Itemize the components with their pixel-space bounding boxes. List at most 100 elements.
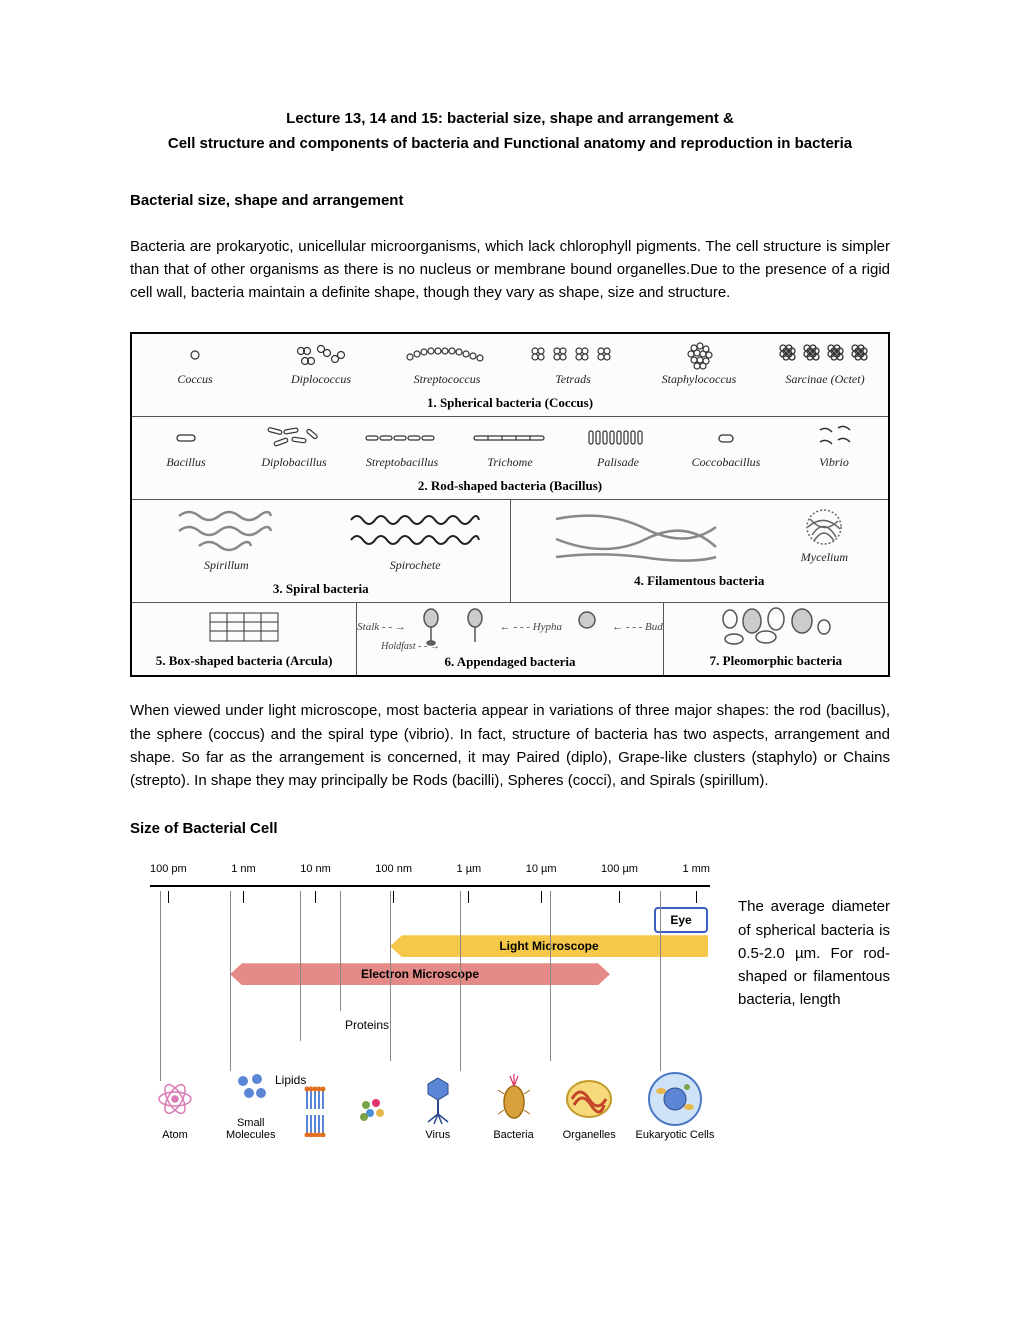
palisade-cell: Palisade [564,417,672,472]
bacteria-label: Bacteria [479,1129,549,1141]
spirillum-cell: Spirillum [132,500,321,575]
trichome-cell: Trichome [456,417,564,472]
coccus-cell: Coccus [132,334,258,389]
coccobacillus-icon [674,423,778,453]
row4-pleo-title: 7. Pleomorphic bacteria [664,651,888,674]
tick-label-1: 1 nm [231,863,255,875]
size-scale-figure: 100 pm 1 nm 10 nm 100 nm 1 µm 10 µm 100 … [130,863,730,1143]
organelles-label: Organelles [554,1129,624,1141]
virus-label: Virus [403,1129,473,1141]
coccus-icon [134,340,256,370]
sarcinae-cell: Sarcinae (Octet) [762,334,888,389]
filament-cell [511,503,761,567]
section2-heading: Size of Bacterial Cell [130,820,890,837]
staphylococcus-icon [638,340,760,370]
row4-box-title: 5. Box-shaped bacteria (Arcula) [132,651,356,674]
side-paragraph: The average diameter of spherical bacter… [738,863,890,1011]
bud-label: ← - - - Bud [612,621,663,633]
streptococcus-icon [386,340,508,370]
streptobacillus-icon [350,423,454,453]
lecture-title-line1: Lecture 13, 14 and 15: bacterial size, s… [130,110,890,127]
diplobacillus-icon [242,423,346,453]
diplococcus-cell: Diplococcus [258,334,384,389]
lecture-title-line2: Cell structure and components of bacteri… [130,133,890,156]
diplobacillus-label: Diplobacillus [242,455,346,470]
palisade-icon [566,423,670,453]
trichome-label: Trichome [458,455,562,470]
pleomorphic-icon [664,603,888,651]
atom-item: Atom [140,1069,210,1141]
diplococcus-icon [260,340,382,370]
virus-item: Virus [403,1069,473,1141]
virus-icon [403,1069,473,1129]
paragraph2: When viewed under light microscope, most… [130,699,890,792]
organelles-icon [554,1069,624,1129]
bacteria-icon [479,1069,549,1129]
hypha-label: ← - - - Hypha [500,621,562,633]
tetrads-icon [512,340,634,370]
molecules-item: Small Molecules [216,1057,286,1141]
staphylococcus-label: Staphylococcus [638,372,760,387]
coccus-label: Coccus [134,372,256,387]
sarcinae-icon [764,340,886,370]
bacterial-shapes-diagram: Coccus Diplococcus [130,332,890,677]
atom-label: Atom [140,1129,210,1141]
stalk-label: Stalk - - → [357,621,406,633]
document-page: Lecture 13, 14 and 15: bacterial size, s… [0,0,1020,1320]
filament-icon [513,509,759,565]
trichome-icon [458,423,562,453]
tick-label-6: 100 µm [601,863,638,875]
diplobacillus-cell: Diplobacillus [240,417,348,472]
bacteria-item: Bacteria [479,1069,549,1141]
tetrads-cell: Tetrads [510,334,636,389]
spirochete-cell: Spirochete [321,500,510,575]
tick-label-4: 1 µm [457,863,482,875]
mycelium-label: Mycelium [763,550,886,565]
spirochete-icon [323,506,508,556]
row1-title: 1. Spherical bacteria (Coccus) [132,393,888,416]
vibrio-label: Vibrio [782,455,886,470]
holdfast-label: Holdfast - - → [357,641,663,652]
section1-paragraph: Bacteria are prokaryotic, unicellular mi… [130,235,890,305]
tick-label-7: 1 mm [682,863,710,875]
bacillus-label: Bacillus [134,455,238,470]
lipids-icon [291,1081,341,1141]
streptococcus-cell: Streptococcus [384,334,510,389]
row2-title: 2. Rod-shaped bacteria (Bacillus) [132,476,888,499]
eye-range: Eye [654,907,708,933]
sarcinae-label: Sarcinae (Octet) [764,372,886,387]
spirillum-label: Spirillum [134,558,319,573]
row3-left-title: 3. Spiral bacteria [132,579,510,602]
bacillus-cell: Bacillus [132,417,240,472]
tick-label-3: 100 nm [375,863,412,875]
eukaryotic-icon [630,1069,720,1129]
mycelium-cell: Mycelium [761,500,888,567]
tick-label-5: 10 µm [526,863,557,875]
atom-icon [140,1069,210,1129]
eukaryotic-label: Eukaryotic Cells [630,1129,720,1141]
electron-microscope-range: Electron Microscope [230,963,610,985]
streptobacillus-cell: Streptobacillus [348,417,456,472]
mycelium-icon [763,506,886,548]
palisade-label: Palisade [566,455,670,470]
diplococcus-label: Diplococcus [260,372,382,387]
organelles-item: Organelles [554,1069,624,1141]
streptobacillus-label: Streptobacillus [350,455,454,470]
row3-right-title: 4. Filamentous bacteria [511,571,889,594]
lipids-item [291,1081,341,1141]
scale-axis: 100 pm 1 nm 10 nm 100 nm 1 µm 10 µm 100 … [150,863,710,903]
vibrio-cell: Vibrio [780,417,888,472]
bacillus-icon [134,423,238,453]
row4-app-title: 6. Appendaged bacteria [357,652,663,675]
spirochete-label: Spirochete [323,558,508,573]
proteins-label: Proteins [345,1018,389,1032]
proteins-icon [347,1081,397,1141]
molecules-icon [216,1057,286,1117]
tick-label-2: 10 nm [300,863,331,875]
eukaryotic-item: Eukaryotic Cells [630,1069,720,1141]
proteins-item [347,1081,397,1141]
tetrads-label: Tetrads [512,372,634,387]
tick-label-0: 100 pm [150,863,187,875]
coccobacillus-label: Coccobacillus [674,455,778,470]
box-shaped-icon [132,603,356,651]
